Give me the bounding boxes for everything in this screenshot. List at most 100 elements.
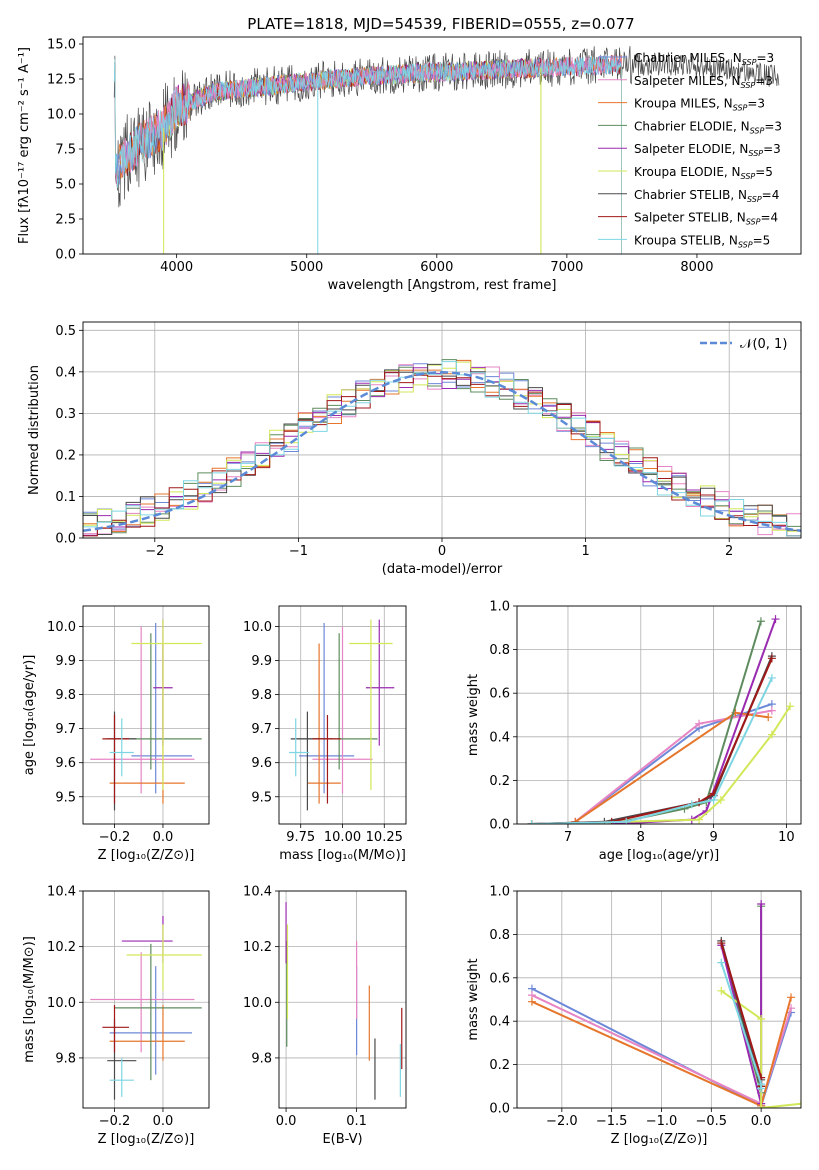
y-tick-label: 9.9 (251, 654, 272, 669)
mass_vs_EBV-axes (275, 890, 406, 1112)
x-tick-label: 2 (725, 544, 733, 559)
y-tick-label: 9.8 (251, 688, 272, 703)
x-tick-label: −0.2 (99, 830, 131, 845)
y-tick-label: 9.8 (55, 688, 76, 703)
x-axis-label: Z [log₁₀(Z/Z⊙)] (611, 1132, 708, 1147)
data-point-marker (757, 1015, 766, 1024)
y-tick-label: 10.0 (47, 108, 76, 123)
y-tick-label: 0.8 (489, 928, 510, 943)
y-tick-label: 9.8 (251, 1051, 272, 1066)
data-point-marker (622, 817, 631, 824)
data-point-marker (717, 986, 726, 995)
x-tick-label: 10.25 (366, 830, 403, 845)
y-tick-label: 10.4 (47, 885, 76, 900)
x-tick-label: 4000 (160, 260, 193, 275)
x-tick-label: 0 (438, 544, 446, 559)
histogram-salpeter-stelib (83, 371, 801, 537)
data-point-marker (717, 958, 726, 967)
data-point-marker (527, 997, 536, 1006)
x-axis-label: Z [log₁₀(Z/Z⊙)] (98, 1132, 195, 1147)
spectrum-axes (79, 43, 698, 258)
residuals-frame (82, 321, 802, 539)
y-tick-label: 9.6 (55, 756, 76, 771)
data-point-marker (709, 796, 718, 805)
y-axis-label: mass weight (466, 674, 481, 756)
data-point-marker (771, 615, 780, 624)
legend-entry: Salpeter ELODIE, NSSP=3 (634, 142, 781, 158)
data-point-marker (764, 713, 773, 722)
histogram-kroupa-stelib (83, 361, 801, 537)
x-axis-label: age [log₁₀(age/yr)] (599, 848, 720, 863)
y-tick-label: 15.0 (47, 38, 76, 53)
legend-entry: Kroupa STELIB, NSSP=5 (634, 233, 770, 249)
x-tick-label: 9.75 (286, 830, 315, 845)
x-tick-label: 7 (564, 830, 572, 845)
y-tick-label: 9.9 (55, 654, 76, 669)
y-tick-label: 10.2 (47, 940, 76, 955)
y-tick-label: 0.4 (55, 365, 76, 380)
x-axis-label: Z [log₁₀(Z/Z⊙)] (98, 848, 195, 863)
x-tick-label: −1.0 (646, 1114, 678, 1129)
y-tick-label: 10.2 (243, 940, 272, 955)
spectrum-line-kroupa-stelib (113, 55, 622, 254)
y-tick-label: 0.4 (489, 730, 510, 745)
y-tick-label: 0.3 (55, 407, 76, 422)
legend-entry: Salpeter MILES, NSSP=3 (634, 74, 773, 90)
spectrum-line-kroupa-miles (115, 54, 622, 254)
x-tick-label: 0.0 (276, 1114, 297, 1129)
y-tick-label: 10.4 (243, 885, 272, 900)
y-tick-label: 0.2 (489, 774, 510, 789)
series-line (720, 989, 801, 1108)
legend-entry: 𝒩(0, 1) (740, 337, 787, 352)
mass_vs_Z-points (90, 916, 202, 1100)
series-line (531, 705, 791, 824)
x-tick-label: 1 (581, 544, 589, 559)
legend-entry: Chabrier MILES, NSSP=3 (634, 51, 774, 67)
x-tick-label: 0.0 (153, 1114, 174, 1129)
y-tick-label: 5.0 (55, 178, 76, 193)
mass_vs_EBV-points (285, 902, 403, 1100)
age_vs_Z-frame (82, 605, 210, 825)
data-point-marker (695, 815, 704, 824)
y-tick-label: 1.0 (489, 600, 510, 615)
data-point-marker (695, 719, 704, 728)
y-tick-label: 10.0 (243, 620, 272, 635)
y-tick-label: 0.6 (489, 971, 510, 986)
spectrum-series (113, 46, 780, 254)
massweight_vs_Z-series (527, 900, 801, 1108)
x-tick-label: 10.00 (324, 830, 361, 845)
figure-title: PLATE=1818, MJD=54539, FIBERID=0555, z=0… (247, 15, 634, 33)
age_vs_Z-points (90, 619, 202, 811)
y-tick-label: 2.5 (55, 213, 76, 228)
data-point-marker (757, 1104, 766, 1108)
data-point-marker (786, 702, 795, 711)
data-point-marker (767, 673, 776, 682)
y-axis-label: mass [log₁₀(M/M⊙)] (22, 936, 37, 1063)
data-point-marker (687, 800, 696, 809)
data-point-marker (767, 730, 776, 739)
y-tick-label: 0.1 (55, 490, 76, 505)
data-point-marker (756, 617, 765, 626)
y-tick-label: 9.8 (55, 1051, 76, 1066)
y-tick-label: 0.5 (55, 324, 76, 339)
x-tick-label: −2.0 (546, 1114, 578, 1129)
y-tick-label: 1.0 (489, 885, 510, 900)
x-tick-label: 9 (709, 830, 717, 845)
x-tick-label: −0.2 (99, 1114, 131, 1129)
data-point-marker (757, 1084, 766, 1093)
y-tick-label: 7.5 (55, 143, 76, 158)
y-tick-label: 0.0 (55, 532, 76, 547)
y-tick-label: 9.5 (251, 790, 272, 805)
data-point-marker (716, 796, 725, 805)
y-tick-label: 0.8 (489, 643, 510, 658)
legend-entry: Kroupa MILES, NSSP=3 (634, 97, 765, 113)
y-tick-label: 0.0 (55, 248, 76, 263)
y-tick-label: 9.5 (55, 790, 76, 805)
massweight_vs_Z-frame (516, 890, 802, 1109)
y-tick-label: 10.0 (47, 620, 76, 635)
x-tick-label: −0.5 (696, 1114, 728, 1129)
age_vs_mass-axes (275, 606, 406, 828)
data-point-marker (787, 993, 796, 1002)
mass_vs_EBV-frame (278, 890, 407, 1109)
